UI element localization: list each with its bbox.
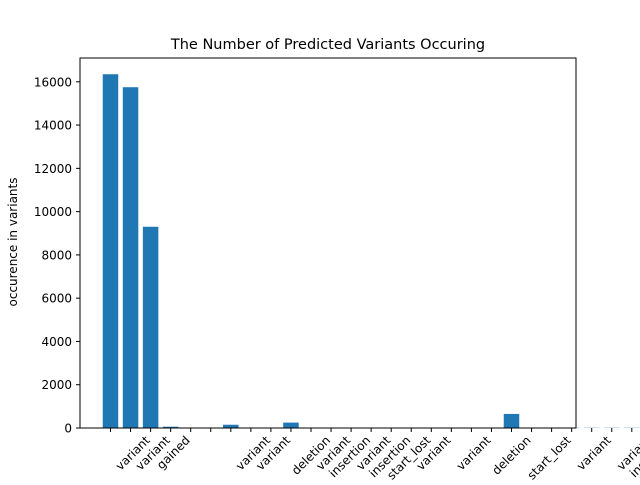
y-tick-label: 8000: [41, 248, 72, 262]
y-tick-label: 2000: [41, 378, 72, 392]
y-tick-label: 10000: [34, 205, 72, 219]
bars-group: [103, 74, 640, 428]
bar: [283, 423, 299, 428]
y-tick-label: 6000: [41, 292, 72, 306]
bar: [123, 87, 139, 428]
chart-title: The Number of Predicted Variants Occurin…: [170, 37, 485, 53]
y-tick-label: 4000: [41, 335, 72, 349]
x-tick-label: variant: [574, 433, 614, 473]
y-tick-label: 12000: [34, 162, 72, 176]
y-tick-label: 14000: [34, 119, 72, 133]
x-tick-label: variant: [454, 433, 494, 473]
y-tick-label: 0: [64, 422, 72, 436]
y-axis: 0 2000 4000 6000 8000 10000 12000 14000 16000: [34, 75, 80, 435]
x-tick-label: start_lost: [525, 433, 574, 480]
bar: [504, 414, 520, 428]
bar: [103, 74, 119, 428]
y-axis-label: occurence in variants: [6, 178, 20, 307]
bar: [143, 227, 159, 428]
y-tick-label: 16000: [34, 75, 72, 89]
